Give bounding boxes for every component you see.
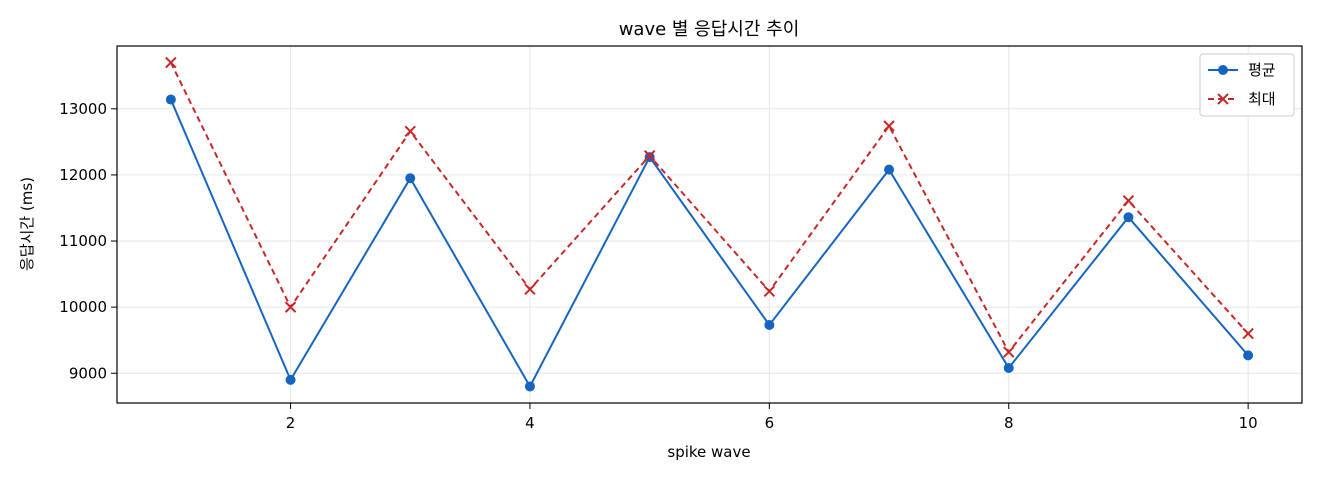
y-axis: 9000 10000 11000 12000 13000 [59, 100, 117, 382]
y-tick-label: 10000 [59, 298, 107, 316]
legend: 평균 최대 [1199, 53, 1295, 117]
data-point [1242, 327, 1254, 340]
grid [117, 46, 1302, 403]
data-point [285, 374, 296, 385]
legend-label-max: 최대 [1248, 90, 1276, 108]
data-point [405, 173, 416, 184]
x-tick-label: 4 [525, 414, 535, 432]
data-point [524, 283, 536, 295]
data-point [763, 285, 776, 297]
data-point [1122, 194, 1135, 207]
data-point [165, 94, 176, 105]
legend-marker-max [1217, 93, 1229, 105]
x-tick-label: 6 [765, 414, 775, 432]
data-point [883, 120, 895, 132]
chart-title: wave 별 응답시간 추이 [619, 19, 800, 40]
data-point [643, 150, 656, 162]
legend-box [1199, 53, 1295, 117]
data-point [1003, 346, 1015, 358]
x-tick-label: 10 [1239, 414, 1258, 432]
y-tick-label: 13000 [59, 100, 107, 118]
data-point [1243, 350, 1254, 361]
data-point [284, 301, 297, 313]
data-point [1003, 362, 1014, 373]
y-tick-label: 12000 [59, 166, 107, 184]
y-axis-label: 응답시간 (ms) [18, 177, 36, 271]
data-point [404, 125, 416, 137]
data-point [884, 164, 895, 175]
series-line-0 [169, 99, 1249, 389]
legend-marker-mean [1218, 65, 1228, 75]
data-point [165, 56, 177, 69]
data-point [524, 381, 535, 392]
x-axis: 2 4 6 8 10 [286, 403, 1258, 432]
x-axis-label: spike wave [667, 443, 750, 461]
plot-frame [116, 45, 1303, 404]
y-tick-label: 11000 [59, 232, 107, 250]
data-point [764, 319, 775, 330]
series-layer [165, 56, 1254, 392]
series-line-1 [169, 62, 1249, 354]
data-point [1123, 212, 1134, 223]
legend-label-mean: 평균 [1248, 61, 1276, 79]
y-tick-label: 9000 [69, 364, 107, 382]
x-tick-label: 8 [1004, 414, 1014, 432]
x-tick-label: 2 [286, 414, 296, 432]
